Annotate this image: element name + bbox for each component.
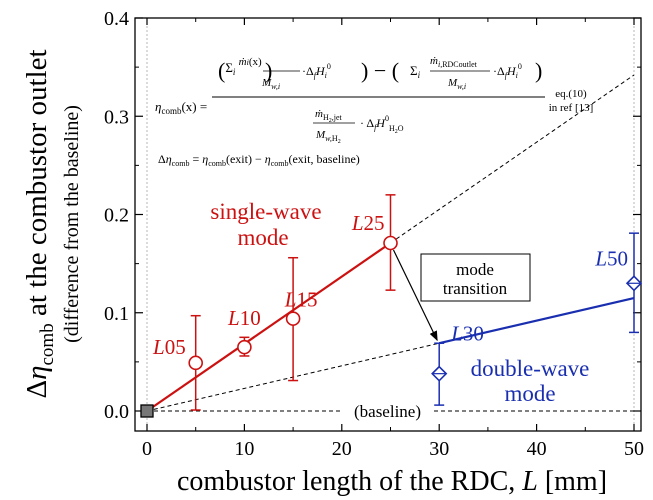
single-mode-label-line1: single-wave — [210, 199, 321, 224]
svg-text:Mw,H2: Mw,H2 — [315, 129, 341, 145]
gridlines — [146, 18, 635, 431]
transition-label-line1: mode — [456, 260, 494, 279]
svg-text:·ΔfHi0: ·ΔfHi0 — [302, 62, 331, 80]
x-tick-label-20: 20 — [332, 438, 352, 460]
y-tick-label-0.2: 0.2 — [104, 205, 129, 227]
fit-line-single — [146, 242, 392, 412]
svg-text:Mw,i: Mw,i — [261, 77, 280, 91]
svg-text:·ΔfHi0: ·ΔfHi0 — [493, 62, 522, 80]
y-tick-label-0.3: 0.3 — [104, 106, 129, 128]
double-mode-label-line1: double-wave — [471, 356, 590, 381]
point-label-L10: L10 — [227, 306, 261, 330]
y-tick-label-0.4: 0.4 — [104, 8, 129, 30]
equation-numerator: (Σi ṁi(x) ) — [218, 53, 272, 83]
svg-text:Δηcomb at the combustor outlet: Δηcomb at the combustor outlet — [21, 49, 58, 398]
x-tick-label-10: 10 — [234, 438, 254, 460]
svg-text:) − (: ) − ( — [361, 58, 399, 83]
svg-text:· ΔfH0H2O: · ΔfH0H2O — [360, 114, 404, 135]
equation-lhs: ηcomb(x) = — [155, 99, 207, 116]
x-tick-label-50: 50 — [624, 438, 644, 460]
x-tick-label-0: 0 — [142, 438, 152, 460]
svg-text:in ref [13]: in ref [13] — [549, 102, 594, 114]
point-label-L50: L50 — [594, 246, 628, 270]
plot-frame — [134, 17, 642, 432]
point-label-L05: L05 — [152, 335, 186, 359]
marker-L05 — [188, 355, 203, 371]
marker-L10 — [237, 339, 252, 355]
svg-text:Σi: Σi — [410, 63, 421, 80]
svg-text:ṁH2,jet: ṁH2,jet — [315, 108, 343, 124]
equation-delta: Δηcomb = ηcomb(exit) − ηcomb(exit, basel… — [158, 152, 360, 168]
marker-L25 — [383, 235, 398, 251]
baseline-label-bg — [341, 403, 434, 421]
transition-arrow — [392, 249, 438, 342]
x-tick-label-30: 30 — [429, 438, 449, 460]
axis-ticks: 0 10 20 30 40 50 0.0 0.1 0.2 0.3 0.4 — [104, 8, 644, 460]
transition-box — [420, 253, 531, 302]
dashed-line-0 — [390, 74, 635, 244]
y-axis-label: Δηcomb at the combustor outlet — [21, 49, 58, 398]
y-tick-label-0.1: 0.1 — [104, 303, 129, 325]
y-axis-sublabel: (difference from the baseline) — [61, 105, 83, 343]
baseline-label: (baseline) — [354, 402, 421, 421]
x-tick-label-40: 40 — [527, 438, 547, 460]
point-label-L15: L15 — [284, 288, 318, 312]
equation-block: ηcomb(x) = (Σi ṁi(x) ) Mw,i ·ΔfHi0 ) − (… — [155, 53, 594, 168]
marker-L15 — [285, 311, 301, 326]
point-label-L25: L25 — [351, 211, 385, 235]
svg-text:Mw,i: Mw,i — [447, 77, 466, 91]
y-tick-label-0: 0.0 — [104, 401, 129, 423]
baseline-marker — [140, 404, 154, 418]
svg-text:eq.(10): eq.(10) — [555, 88, 587, 100]
point-label-L30: L30 — [450, 322, 484, 346]
double-mode-label-line2: mode — [504, 381, 555, 406]
transition-label-line2: transition — [443, 279, 508, 298]
fit-line-double — [438, 296, 635, 345]
svg-text:): ) — [535, 58, 542, 83]
data-points: L05 L10 L15 L25 L30 L50 — [140, 194, 643, 418]
x-axis-label: combustor length of the RDC, L [mm] — [177, 466, 607, 497]
svg-text:ṁi,RDCoutlet: ṁi,RDCoutlet — [430, 55, 478, 69]
single-mode-label-line2: mode — [237, 225, 288, 250]
